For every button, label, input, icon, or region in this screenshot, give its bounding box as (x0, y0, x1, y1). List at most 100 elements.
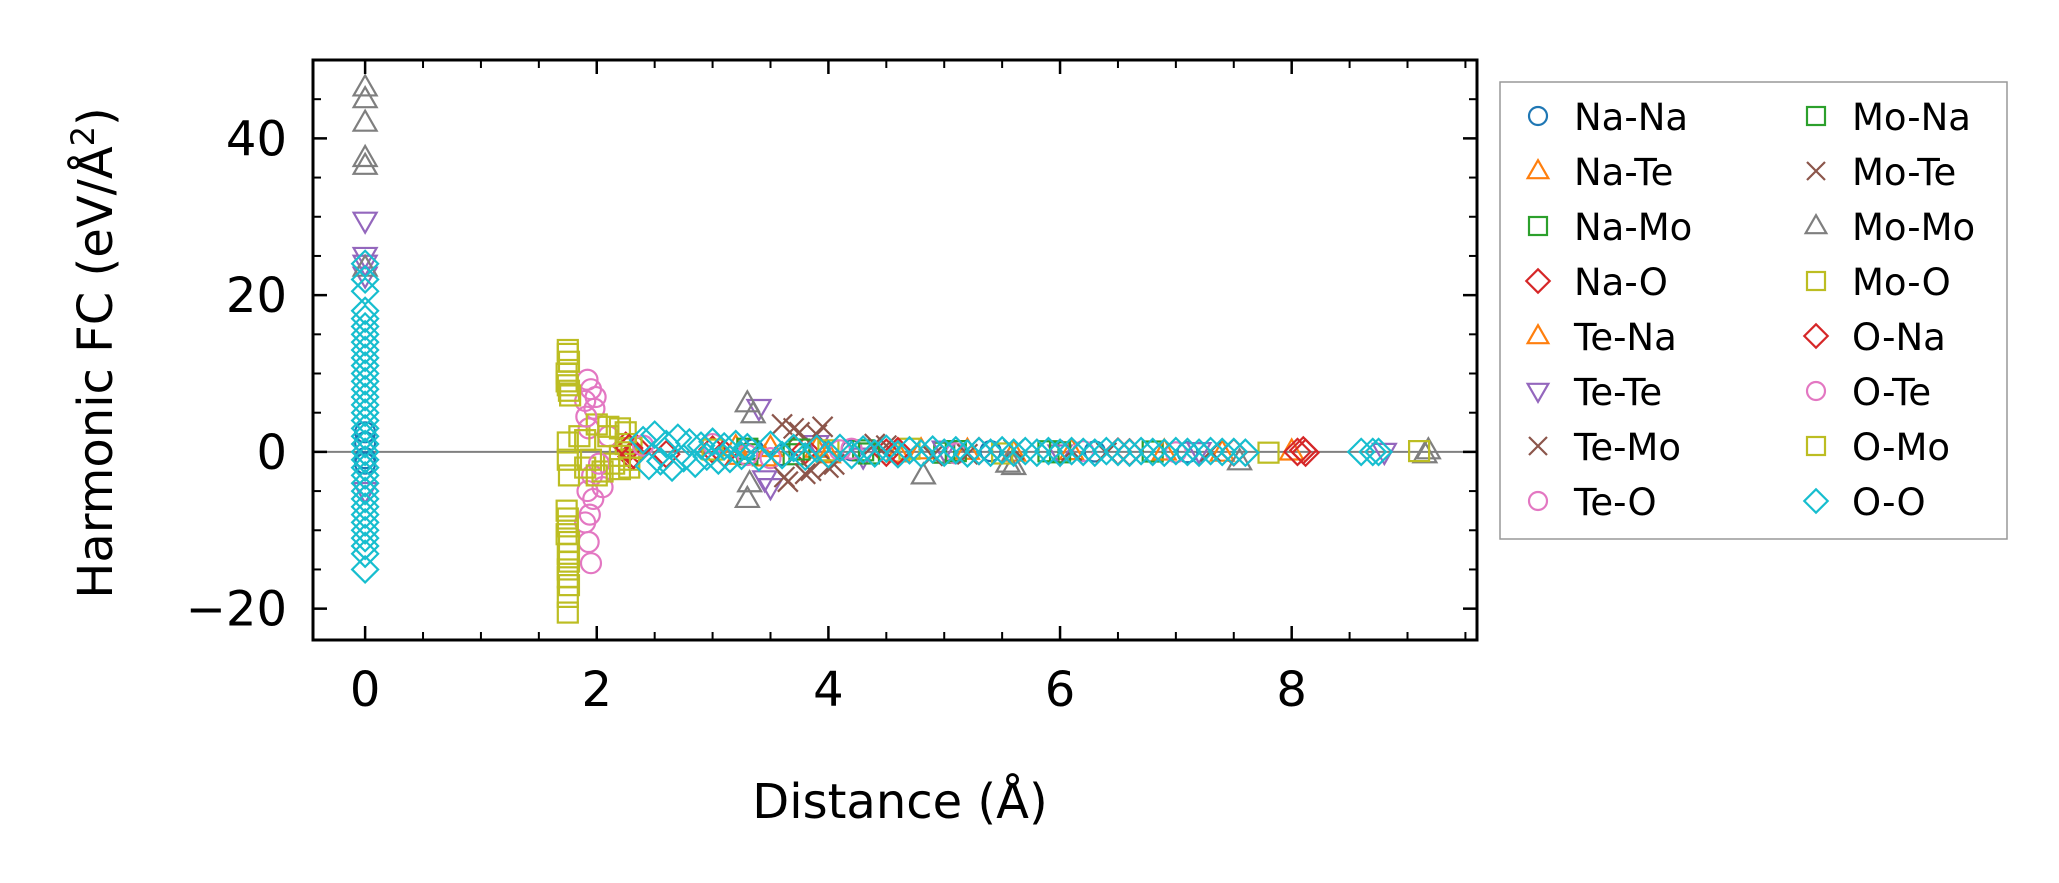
data-point (907, 436, 935, 460)
data-point (350, 500, 380, 530)
data-point (736, 469, 764, 493)
data-point (1126, 436, 1156, 466)
data-point (848, 434, 878, 465)
data-point (1230, 438, 1260, 468)
data-point (350, 445, 380, 475)
legend-label: Mo-Mo (1852, 206, 1975, 249)
data-point (651, 429, 681, 459)
legend-label: Mo-O (1852, 261, 1951, 304)
data-point (350, 507, 380, 537)
data-point (840, 437, 863, 460)
legend-label: O-Mo (1852, 426, 1950, 469)
data-point (987, 435, 1017, 465)
series-o-mo (555, 342, 641, 589)
data-point (929, 438, 959, 468)
data-point (1080, 438, 1110, 468)
data-point (351, 143, 379, 168)
data-point (350, 358, 380, 389)
legend-item: Te-Na (1525, 316, 1677, 359)
y-axis-label-close: ) (68, 107, 124, 126)
data-point (350, 413, 380, 443)
data-point (628, 425, 658, 455)
legend-item: O-O (1802, 481, 1926, 524)
data-point (1045, 438, 1075, 468)
data-point (1208, 438, 1236, 462)
data-point (614, 421, 637, 444)
data-point (999, 438, 1029, 468)
data-point (773, 466, 796, 488)
data-point (975, 438, 1006, 468)
data-point (1161, 436, 1191, 466)
legend-marker (1525, 157, 1551, 180)
data-point (608, 417, 632, 440)
data-point (1172, 437, 1203, 467)
legend-label: Te-Na (1573, 316, 1677, 359)
x-tick-label: 4 (813, 662, 844, 718)
legend-label: O-Na (1852, 316, 1946, 359)
data-point (1207, 437, 1237, 467)
y-tick-label: −20 (186, 582, 287, 638)
data-point (568, 425, 591, 448)
data-point (578, 503, 601, 526)
data-point (556, 448, 579, 471)
data-point (1185, 442, 1213, 466)
data-point (350, 304, 380, 334)
data-point (350, 264, 380, 295)
data-points (313, 73, 1477, 624)
plot-area (313, 73, 1477, 624)
data-point (350, 539, 380, 569)
legend-item: Na-Mo (1527, 206, 1692, 249)
data-point (759, 447, 782, 470)
legend-item: Na-O (1524, 261, 1668, 304)
data-point (350, 453, 380, 483)
data-point (351, 108, 379, 132)
legend-marker (1805, 105, 1827, 127)
data-point (1149, 438, 1179, 468)
data-point (350, 468, 380, 498)
series-mo-o (555, 338, 1431, 624)
data-point (618, 456, 641, 479)
data-point (1103, 437, 1133, 467)
data-point (1291, 438, 1321, 468)
data-point (1219, 437, 1249, 467)
legend-item: Te-O (1527, 481, 1657, 524)
data-point (1358, 437, 1388, 467)
data-point (350, 319, 380, 349)
data-point (782, 443, 805, 466)
data-point (790, 435, 820, 465)
data-point (1150, 437, 1178, 461)
data-point (350, 523, 380, 553)
legend-label: Te-Te (1573, 371, 1662, 414)
data-point (918, 434, 948, 465)
legend-label: Na-Mo (1574, 206, 1692, 249)
legend-marker (1805, 380, 1827, 402)
data-point (994, 449, 1022, 473)
data-point (726, 441, 757, 471)
data-point (556, 601, 579, 624)
series-o-o (350, 249, 1394, 585)
legend-label: O-Te (1852, 371, 1931, 414)
data-point (745, 398, 773, 423)
data-point (350, 429, 380, 459)
data-point (1282, 437, 1313, 467)
x-axis-label: Distance (Å) (752, 773, 1047, 830)
data-point (556, 585, 579, 608)
data-point (909, 461, 937, 485)
data-point (1196, 436, 1226, 466)
data-point (771, 413, 793, 436)
data-point (350, 327, 380, 357)
legend-marker (1802, 322, 1830, 350)
data-point (837, 440, 867, 470)
data-point (350, 515, 380, 545)
data-point (1091, 436, 1121, 466)
legend-marker (1806, 161, 1826, 181)
data-point (1184, 438, 1214, 468)
legend-marker (1527, 490, 1549, 512)
data-point (779, 433, 809, 463)
data-point (555, 499, 578, 522)
data-point (350, 382, 380, 412)
y-tick-label: 0 (256, 425, 287, 481)
legend-item: Mo-Na (1805, 96, 1971, 139)
data-point (350, 296, 380, 326)
data-point (579, 448, 603, 471)
